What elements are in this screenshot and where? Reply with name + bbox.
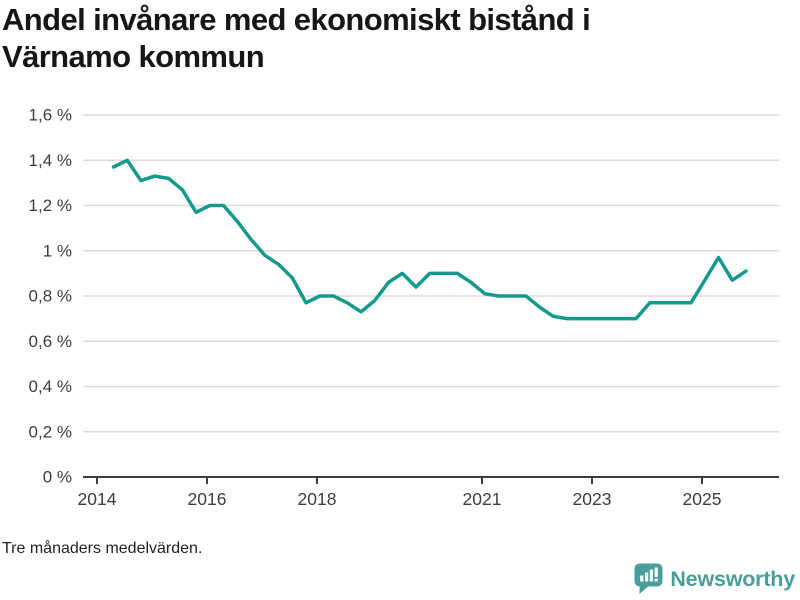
- x-tick-label: 2014: [78, 489, 117, 509]
- x-tick-label: 2023: [573, 489, 612, 509]
- data-line-ekonomiskt-bistand: [111, 158, 748, 321]
- x-tick-label: 2025: [683, 489, 722, 509]
- brand-logo: Newsworthy: [634, 563, 795, 595]
- logo-exclamation-bar: [654, 567, 659, 577]
- logo-exclamation-dot: [654, 578, 659, 582]
- logo-bar-2: [645, 572, 649, 582]
- y-tick-label: 0,6 %: [29, 332, 72, 351]
- x-tick-label: 2016: [188, 489, 227, 509]
- y-tick-label: 1,2 %: [29, 196, 72, 215]
- y-tick-label: 1 %: [43, 241, 72, 260]
- chart-footnote: Tre månaders medelvärden.: [2, 540, 203, 557]
- y-tick-label: 0,4 %: [29, 377, 72, 396]
- y-tick-label: 0 %: [43, 468, 72, 487]
- chart-title: Andel invånare med ekonomiskt bistånd i …: [2, 2, 591, 74]
- logo-bar-1: [640, 575, 644, 582]
- y-tick-label: 0,2 %: [29, 422, 72, 441]
- speech-bubble-shape: [634, 563, 663, 594]
- newsworthy-icon: [634, 563, 663, 594]
- brand-name: Newsworthy: [670, 566, 795, 591]
- y-tick-label: 0,8 %: [29, 287, 72, 306]
- x-tick-label: 2018: [298, 489, 337, 509]
- y-tick-label: 1,6 %: [29, 106, 72, 125]
- x-tick-label: 2021: [463, 489, 502, 509]
- logo-bar-3: [650, 569, 654, 582]
- y-tick-label: 1,4 %: [29, 151, 72, 170]
